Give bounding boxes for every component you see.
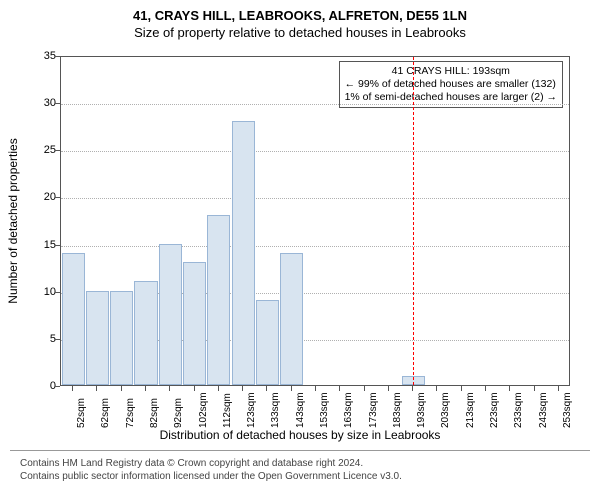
- xtick-mark: [218, 386, 219, 391]
- xtick-mark: [121, 386, 122, 391]
- xtick-label: 92sqm: [173, 398, 184, 428]
- xtick-label: 233sqm: [513, 392, 524, 428]
- ytick-mark: [55, 292, 60, 293]
- ytick-mark: [55, 56, 60, 57]
- xtick-label: 223sqm: [489, 392, 500, 428]
- xtick-label: 102sqm: [198, 392, 209, 428]
- footer-attribution: Contains HM Land Registry data © Crown c…: [10, 450, 590, 483]
- xtick-mark: [291, 386, 292, 391]
- ytick-label: 5: [26, 333, 56, 345]
- title-subtitle: Size of property relative to detached ho…: [0, 23, 600, 46]
- annotation-box: 41 CRAYS HILL: 193sqm ← 99% of detached …: [339, 61, 563, 108]
- xtick-label: 153sqm: [319, 392, 330, 428]
- ytick-label: 30: [26, 97, 56, 109]
- xtick-mark: [266, 386, 267, 391]
- xtick-label: 163sqm: [343, 392, 354, 428]
- footer-line1: Contains HM Land Registry data © Crown c…: [20, 457, 580, 470]
- bar: [183, 262, 206, 385]
- xtick-mark: [364, 386, 365, 391]
- bar: [280, 253, 303, 385]
- ytick-label: 10: [26, 286, 56, 298]
- xtick-label: 82sqm: [149, 398, 160, 428]
- xtick-label: 72sqm: [125, 398, 136, 428]
- bar: [232, 121, 255, 385]
- ytick-mark: [55, 386, 60, 387]
- y-axis-label: Number of detached properties: [6, 138, 20, 303]
- xtick-mark: [72, 386, 73, 391]
- x-axis-label: Distribution of detached houses by size …: [0, 426, 600, 442]
- bar: [86, 291, 109, 385]
- ytick-mark: [55, 245, 60, 246]
- xtick-label: 183sqm: [392, 392, 403, 428]
- xtick-label: 173sqm: [368, 392, 379, 428]
- ytick-label: 25: [26, 144, 56, 156]
- ytick-label: 15: [26, 239, 56, 251]
- ytick-mark: [55, 150, 60, 151]
- xtick-mark: [194, 386, 195, 391]
- xtick-mark: [96, 386, 97, 391]
- xtick-mark: [412, 386, 413, 391]
- xtick-mark: [145, 386, 146, 391]
- xtick-label: 243sqm: [538, 392, 549, 428]
- annotation-line3: 1% of semi-detached houses are larger (2…: [345, 91, 557, 104]
- xtick-label: 133sqm: [270, 392, 281, 428]
- xtick-label: 123sqm: [246, 392, 257, 428]
- bar: [62, 253, 85, 385]
- xtick-mark: [339, 386, 340, 391]
- bar: [207, 215, 230, 385]
- xtick-label: 143sqm: [295, 392, 306, 428]
- plot-area: 41 CRAYS HILL: 193sqm ← 99% of detached …: [60, 56, 570, 386]
- grid-line: [61, 198, 569, 199]
- bar: [134, 281, 157, 385]
- xtick-mark: [242, 386, 243, 391]
- xtick-label: 193sqm: [416, 392, 427, 428]
- xtick-label: 62sqm: [100, 398, 111, 428]
- bar: [159, 244, 182, 385]
- xtick-mark: [509, 386, 510, 391]
- grid-line: [61, 246, 569, 247]
- xtick-label: 213sqm: [465, 392, 476, 428]
- xtick-mark: [485, 386, 486, 391]
- ytick-label: 20: [26, 191, 56, 203]
- ytick-mark: [55, 197, 60, 198]
- xtick-label: 52sqm: [76, 398, 87, 428]
- xtick-label: 203sqm: [440, 392, 451, 428]
- title-main: 41, CRAYS HILL, LEABROOKS, ALFRETON, DE5…: [0, 0, 600, 23]
- ytick-mark: [55, 339, 60, 340]
- marker-line: [413, 57, 414, 385]
- bar: [110, 291, 133, 385]
- xtick-mark: [315, 386, 316, 391]
- bar: [256, 300, 279, 385]
- ytick-label: 0: [26, 380, 56, 392]
- annotation-line2: ← 99% of detached houses are smaller (13…: [345, 78, 557, 91]
- ytick-mark: [55, 103, 60, 104]
- grid-line: [61, 151, 569, 152]
- xtick-label: 253sqm: [562, 392, 573, 428]
- grid-line: [61, 104, 569, 105]
- xtick-mark: [169, 386, 170, 391]
- xtick-mark: [461, 386, 462, 391]
- xtick-mark: [436, 386, 437, 391]
- footer-line2: Contains public sector information licen…: [20, 470, 580, 483]
- xtick-mark: [534, 386, 535, 391]
- xtick-label: 112sqm: [222, 393, 233, 428]
- xtick-mark: [388, 386, 389, 391]
- chart-figure: Number of detached properties 41 CRAYS H…: [0, 46, 600, 426]
- annotation-line1: 41 CRAYS HILL: 193sqm: [345, 65, 557, 78]
- xtick-mark: [558, 386, 559, 391]
- ytick-label: 35: [26, 50, 56, 62]
